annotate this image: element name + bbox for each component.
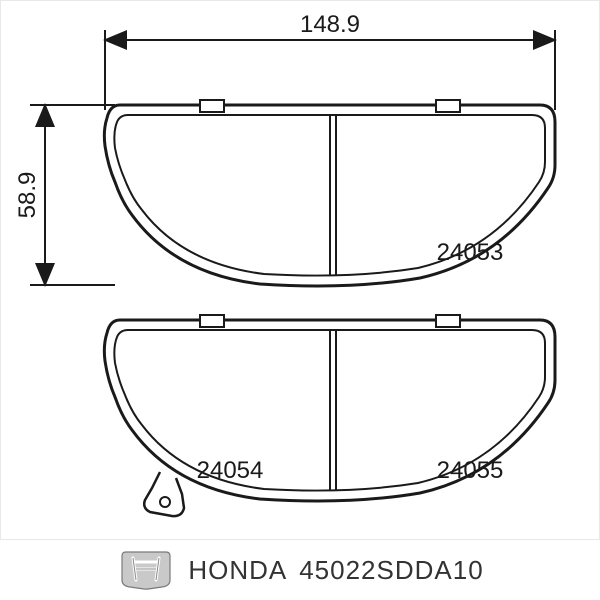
bottom-pad-part-label-right: 24055 (437, 457, 504, 484)
top-pad-part-label: 24053 (437, 239, 504, 266)
brake-pad-bottom: 24054 24055 (104, 315, 555, 516)
bottom-pad-part-label-left: 24054 (197, 457, 264, 484)
wear-indicator-clip (144, 472, 184, 516)
technical-drawing: 148.9 58.9 24053 (0, 0, 600, 540)
height-value: 58.9 (14, 172, 41, 219)
footer: HONDA 45022SDDA10 (0, 540, 600, 600)
height-dimension: 58.9 (14, 105, 115, 285)
brand-label: HONDA (188, 555, 287, 586)
brake-pad-top: 24053 (104, 100, 555, 286)
honda-logo (116, 548, 176, 592)
width-value: 148.9 (300, 11, 360, 38)
part-number: 45022SDDA10 (299, 555, 483, 586)
width-dimension: 148.9 (105, 11, 555, 110)
diagram-container: 148.9 58.9 24053 (0, 0, 600, 600)
